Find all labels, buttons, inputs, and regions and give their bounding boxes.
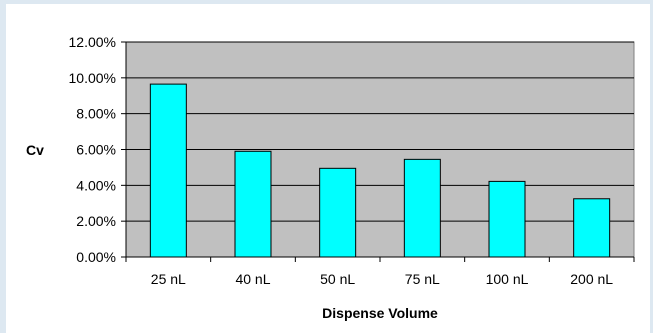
bar xyxy=(234,150,272,258)
y-tick-labels: 0.00% 2.00% 4.00% 6.00% 8.00% 10.00% 12.00% xyxy=(69,34,116,265)
x-tick-label: 50 nL xyxy=(320,271,355,287)
y-tick-label: 12.00% xyxy=(69,34,116,50)
x-tick-labels: 25 nL 40 nL 50 nL 75 nL 100 nL 200 nL xyxy=(151,271,613,287)
bar xyxy=(149,83,187,258)
y-tick-label: 0.00% xyxy=(76,249,116,265)
frame-edge-top xyxy=(0,0,653,4)
frame-edge-left xyxy=(0,0,6,333)
frame-edge-right xyxy=(650,0,653,333)
bar xyxy=(573,198,611,258)
bar xyxy=(488,180,526,258)
y-tick-label: 4.00% xyxy=(76,177,116,193)
x-tick-label: 75 nL xyxy=(405,271,440,287)
y-tick-label: 6.00% xyxy=(76,142,116,158)
x-axis-title: Dispense Volume xyxy=(322,305,438,321)
gridlines xyxy=(126,41,634,222)
y-axis-title: Cv xyxy=(26,142,44,158)
bar xyxy=(319,167,357,258)
x-tick-label: 100 nL xyxy=(486,271,529,287)
bars xyxy=(149,83,611,258)
x-tick-label: 25 nL xyxy=(151,271,186,287)
axes xyxy=(121,41,635,262)
y-tick-label: 8.00% xyxy=(76,106,116,122)
bar xyxy=(403,158,441,258)
x-tick-label: 40 nL xyxy=(235,271,270,287)
y-tick-label: 2.00% xyxy=(76,213,116,229)
y-tick-label: 10.00% xyxy=(69,70,116,86)
x-tick-label: 200 nL xyxy=(570,271,613,287)
